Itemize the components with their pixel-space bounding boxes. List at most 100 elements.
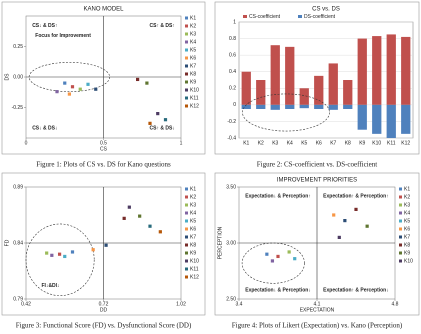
chart-title: CS vs. DS <box>312 7 340 13</box>
bar <box>401 36 411 105</box>
highlight-ellipse <box>28 62 111 92</box>
legend-label: K6 <box>404 226 410 232</box>
legend-swatch <box>185 235 188 239</box>
legend-swatch <box>399 187 402 191</box>
legend-swatch <box>185 275 188 279</box>
x-tick-label: K8 <box>345 140 351 146</box>
x-tick-label: 0.42 <box>21 301 31 307</box>
scatter-point <box>67 92 71 96</box>
legend-swatch <box>399 203 402 207</box>
scatter-point <box>78 87 82 91</box>
y-tick-label: -0.25 <box>12 105 24 111</box>
legend-swatch <box>185 267 188 271</box>
legend-label: K5 <box>190 218 196 224</box>
bar <box>328 63 338 105</box>
bar <box>270 45 280 105</box>
legend-label: K1 <box>190 186 196 192</box>
annotation: Expectation↑ & Perception↑ <box>323 193 389 199</box>
y-tick-label: 0.00 <box>13 74 23 80</box>
highlight-ellipse <box>242 93 330 132</box>
caption: Figure 2: CS-coefficient vs. DS-coeffici… <box>257 161 378 169</box>
legend-label: K1 <box>404 186 410 192</box>
y-axis-label: PERCEPTION <box>217 226 223 259</box>
x-tick-label: 4.1 <box>314 301 321 307</box>
scatter-point <box>354 207 358 211</box>
scatter-point <box>63 254 67 259</box>
legend-swatch <box>185 259 188 263</box>
legend-label: K12 <box>190 103 199 109</box>
legend-swatch <box>399 227 402 231</box>
legend-label: DS-coefficient <box>304 14 336 20</box>
legend-swatch <box>399 243 402 247</box>
scatter-point <box>86 82 90 86</box>
legend-swatch <box>185 211 188 215</box>
scatter-point <box>138 214 142 218</box>
x-axis-label: EXPECTATION <box>300 307 335 313</box>
legend-swatch <box>185 24 188 28</box>
legend-swatch <box>185 187 188 191</box>
bar <box>343 80 353 105</box>
legend-swatch <box>185 32 188 36</box>
y-tick-label: 0.89 <box>13 184 23 190</box>
scatter-point <box>104 243 108 247</box>
legend-swatch <box>185 195 188 199</box>
legend-swatch <box>185 219 188 223</box>
legend-swatch <box>298 15 302 18</box>
legend-label: K7 <box>404 234 410 240</box>
y-tick-label: 0.79 <box>13 296 23 302</box>
x-tick-label: 4.8 <box>392 301 399 307</box>
legend-swatch <box>185 243 188 247</box>
annotation: Focus for Improvement <box>35 33 91 39</box>
scatter-point <box>45 251 49 255</box>
scatter-point <box>57 252 62 256</box>
bar <box>343 104 353 109</box>
x-tick-label: K5 <box>301 140 307 146</box>
chart-title: KANO MODEL <box>83 7 124 13</box>
x-tick-label: K2 <box>258 140 264 146</box>
x-tick-label: 0.72 <box>99 301 109 307</box>
legend-label: K6 <box>190 55 196 61</box>
y-tick-label: -0.4 <box>227 135 236 141</box>
legend-swatch <box>185 227 188 231</box>
bar <box>357 38 367 105</box>
scatter-point <box>365 224 369 228</box>
y-axis-label: DS <box>4 73 10 81</box>
bar <box>285 104 295 109</box>
y-tick-label: 0.84 <box>13 240 23 246</box>
scatter-point <box>276 254 280 259</box>
y-tick-label: 2.50 <box>226 296 236 302</box>
annotation: CS↑ & DS↑ <box>150 23 175 29</box>
y-tick-label: -0.2 <box>227 119 236 125</box>
legend-label: K8 <box>190 71 196 77</box>
legend-label: K4 <box>190 39 196 45</box>
scatter-point <box>91 248 95 252</box>
x-tick-label: K1 <box>243 140 249 146</box>
scatter-point <box>163 118 168 122</box>
bar <box>299 104 309 109</box>
x-axis-label: CS <box>100 146 108 152</box>
annotation: Expectation↓ & Perception↓ <box>245 287 311 293</box>
x-tick-label: 0.5 <box>100 140 107 146</box>
x-tick-label: K6 <box>316 140 322 146</box>
x-tick-label: K7 <box>330 140 336 146</box>
legend-label: K3 <box>190 31 196 37</box>
y-tick-label: 0.2 <box>229 86 236 92</box>
scatter-point <box>332 213 336 217</box>
legend-swatch <box>399 219 402 223</box>
y-tick-label: 0 <box>233 102 236 108</box>
bar <box>241 104 251 109</box>
legend-swatch <box>185 48 188 52</box>
annotation: Expectation↑ & Perception↓ <box>323 287 389 293</box>
scatter-point <box>94 87 98 91</box>
caption: Figure 1: Plots of CS vs. DS for Kano qu… <box>36 161 171 169</box>
legend-label: K3 <box>404 202 410 208</box>
legend-label: K4 <box>404 210 410 216</box>
x-tick-label: K9 <box>359 140 365 146</box>
legend-label: K7 <box>190 234 196 240</box>
y-tick-label: 3.50 <box>226 184 236 190</box>
scatter-point <box>122 216 126 220</box>
scatter-point <box>136 77 140 82</box>
legend-swatch <box>185 64 188 68</box>
x-tick-label: K11 <box>387 140 396 146</box>
